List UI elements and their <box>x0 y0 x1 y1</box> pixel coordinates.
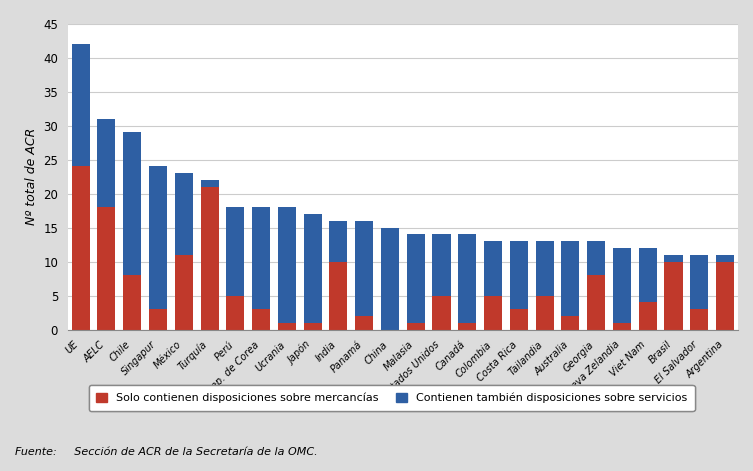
Bar <box>175 255 193 330</box>
Bar <box>72 166 90 330</box>
Bar <box>587 275 605 330</box>
Bar <box>227 207 244 296</box>
Bar <box>381 227 399 330</box>
Bar <box>432 235 450 296</box>
Bar <box>664 262 682 330</box>
Bar <box>149 166 167 309</box>
Bar <box>664 255 682 262</box>
Bar <box>407 235 425 323</box>
Y-axis label: Nº total de ACR: Nº total de ACR <box>25 128 38 225</box>
Bar <box>252 309 270 330</box>
Bar <box>510 309 528 330</box>
Bar <box>329 262 347 330</box>
Bar <box>97 119 115 207</box>
Bar <box>149 309 167 330</box>
Bar <box>639 302 657 330</box>
Bar <box>716 262 734 330</box>
Bar <box>535 296 553 330</box>
Bar <box>484 241 502 296</box>
Bar <box>459 235 477 323</box>
Bar <box>200 187 218 330</box>
Bar <box>639 248 657 302</box>
Bar <box>613 323 631 330</box>
Bar <box>691 255 709 309</box>
Bar <box>355 316 373 330</box>
Bar <box>432 296 450 330</box>
Bar <box>484 296 502 330</box>
Bar <box>227 296 244 330</box>
Bar <box>303 214 322 323</box>
Bar <box>97 207 115 330</box>
Bar <box>407 323 425 330</box>
Bar <box>459 323 477 330</box>
Bar <box>252 207 270 309</box>
Bar <box>510 241 528 309</box>
Bar <box>716 255 734 262</box>
Bar <box>278 207 296 323</box>
Bar <box>613 248 631 323</box>
Bar <box>535 241 553 296</box>
Bar <box>175 173 193 255</box>
Text: Fuente:     Sección de ACR de la Secretaría de la OMC.: Fuente: Sección de ACR de la Secretaría … <box>15 447 318 457</box>
Bar <box>123 132 142 275</box>
Bar <box>123 275 142 330</box>
Bar <box>691 309 709 330</box>
Bar <box>562 316 579 330</box>
Bar <box>278 323 296 330</box>
Bar <box>72 44 90 166</box>
Bar <box>329 221 347 262</box>
Legend: Solo contienen disposiciones sobre mercancías, Contienen también disposiciones s: Solo contienen disposiciones sobre merca… <box>89 385 694 411</box>
Bar <box>587 241 605 275</box>
Bar <box>562 241 579 316</box>
Bar <box>303 323 322 330</box>
Bar <box>355 221 373 316</box>
Bar <box>200 180 218 187</box>
